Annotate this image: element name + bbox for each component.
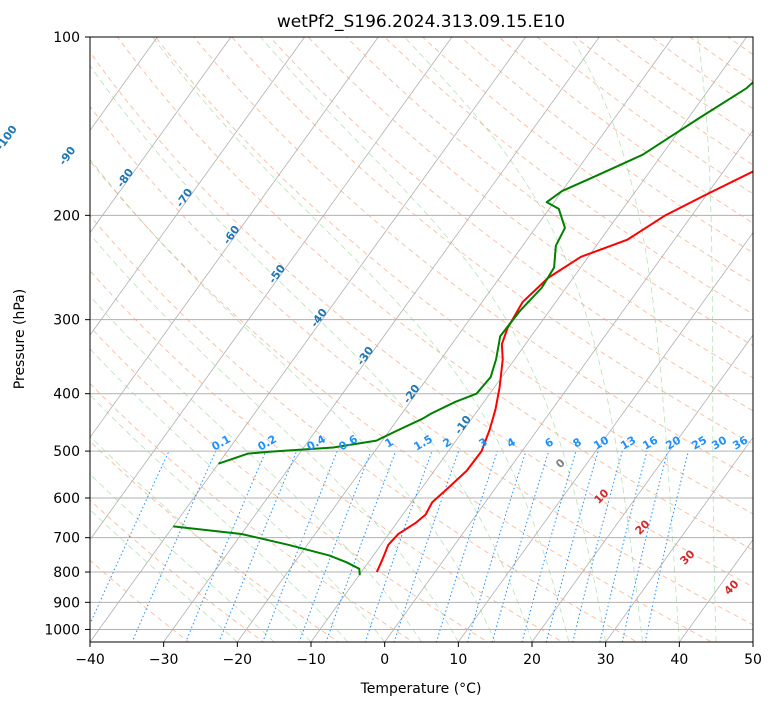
isotherm-line bbox=[90, 37, 379, 439]
y-tick-label: 900 bbox=[53, 595, 80, 611]
dry-adiabat-line bbox=[90, 214, 638, 642]
moist-adiabat-line bbox=[152, 37, 570, 642]
dry-adiabat-line bbox=[460, 37, 753, 254]
isotherm-line bbox=[90, 37, 453, 541]
y-tick-label: 200 bbox=[53, 208, 80, 224]
x-tick-label: −10 bbox=[296, 652, 326, 668]
x-tick-label: −40 bbox=[75, 652, 105, 668]
y-tick-label: 800 bbox=[53, 565, 80, 581]
moist-adiabat-line bbox=[90, 348, 385, 642]
dry-adiabat-line bbox=[307, 37, 753, 379]
dry-adiabat-line bbox=[90, 160, 713, 642]
isotherm-line bbox=[531, 334, 753, 642]
dry-adiabat-line bbox=[384, 37, 753, 315]
isotherm-line bbox=[237, 37, 674, 642]
plot-frame bbox=[89, 36, 754, 643]
mixing-ratio-line bbox=[218, 450, 298, 642]
isotherm-line bbox=[90, 37, 232, 234]
mixing-ratio-line bbox=[572, 450, 623, 642]
moist-adiabat-line bbox=[404, 37, 643, 642]
isotherm-line bbox=[163, 37, 600, 642]
moist-adiabat-line bbox=[90, 295, 422, 642]
moist-adiabat-line bbox=[90, 158, 496, 642]
y-tick-label: 500 bbox=[53, 444, 80, 460]
moist-adiabat-line bbox=[90, 65, 533, 642]
x-axis-label: Temperature (°C) bbox=[360, 681, 482, 697]
y-tick-label: 1000 bbox=[44, 622, 80, 638]
y-tick-label: 100 bbox=[53, 30, 80, 46]
x-tick-label: 40 bbox=[670, 652, 688, 668]
isotherm-line bbox=[90, 37, 305, 336]
moist-adiabat-line bbox=[90, 509, 238, 642]
mixing-ratio-line bbox=[599, 450, 648, 642]
moist-adiabat-line bbox=[570, 37, 680, 642]
chart-title: wetPf2_S196.2024.313.09.15.E10 bbox=[277, 12, 565, 32]
isotherm-line bbox=[458, 232, 753, 642]
moist-adiabat-line bbox=[697, 37, 717, 642]
temperature-line bbox=[375, 170, 753, 573]
mixing-ratio-line bbox=[90, 450, 170, 625]
isotherm-line bbox=[605, 436, 753, 642]
dry-adiabat-line bbox=[90, 440, 340, 642]
x-tick-label: −20 bbox=[223, 652, 253, 668]
moist-adiabat-line bbox=[90, 473, 275, 642]
dry-adiabat-line bbox=[90, 326, 489, 642]
mixing-ratio-line bbox=[262, 450, 338, 642]
y-tick-label: 700 bbox=[53, 531, 80, 547]
dry-adiabat-line bbox=[90, 382, 414, 642]
dry-adiabat-line bbox=[90, 51, 753, 588]
mixing-ratio-line bbox=[466, 450, 527, 642]
dry-adiabat-line bbox=[90, 270, 564, 642]
isotherm-line bbox=[310, 37, 747, 642]
dewpoint-line-upper bbox=[218, 80, 753, 465]
x-tick-label: 0 bbox=[380, 652, 389, 668]
y-tick-label: 300 bbox=[53, 313, 80, 329]
mixing-ratio-line bbox=[131, 450, 217, 642]
x-tick-label: 10 bbox=[449, 652, 467, 668]
y-axis-label: Pressure (hPa) bbox=[12, 289, 28, 389]
x-tick-label: 30 bbox=[597, 652, 615, 668]
x-tick-label: −30 bbox=[149, 652, 179, 668]
dry-adiabat-line bbox=[117, 37, 753, 551]
dry-adiabat-line bbox=[90, 105, 753, 626]
mixing-ratio-line bbox=[435, 450, 498, 642]
mixing-ratio-line bbox=[521, 450, 577, 642]
mixing-ratio-line bbox=[644, 450, 689, 642]
y-tick-label: 600 bbox=[53, 491, 80, 507]
x-tick-label: 50 bbox=[744, 652, 762, 668]
isotherm-line bbox=[679, 538, 753, 642]
moist-adiabat-line bbox=[90, 435, 312, 642]
x-tick-label: 20 bbox=[523, 652, 541, 668]
dry-adiabat-line bbox=[498, 37, 753, 224]
y-tick-label: 400 bbox=[53, 387, 80, 403]
mixing-ratio-line bbox=[185, 450, 267, 642]
dewpoint-line-lower bbox=[173, 525, 361, 576]
moist-adiabat-line bbox=[90, 233, 459, 642]
moist-adiabat-line bbox=[260, 37, 607, 642]
mixing-ratio-line bbox=[545, 450, 599, 642]
dry-adiabat-line bbox=[155, 37, 753, 515]
isotherm-line bbox=[384, 129, 753, 642]
moist-adiabat-line bbox=[90, 394, 349, 642]
mixing-ratio-line bbox=[491, 450, 550, 642]
mixing-ratio-line bbox=[298, 450, 372, 642]
